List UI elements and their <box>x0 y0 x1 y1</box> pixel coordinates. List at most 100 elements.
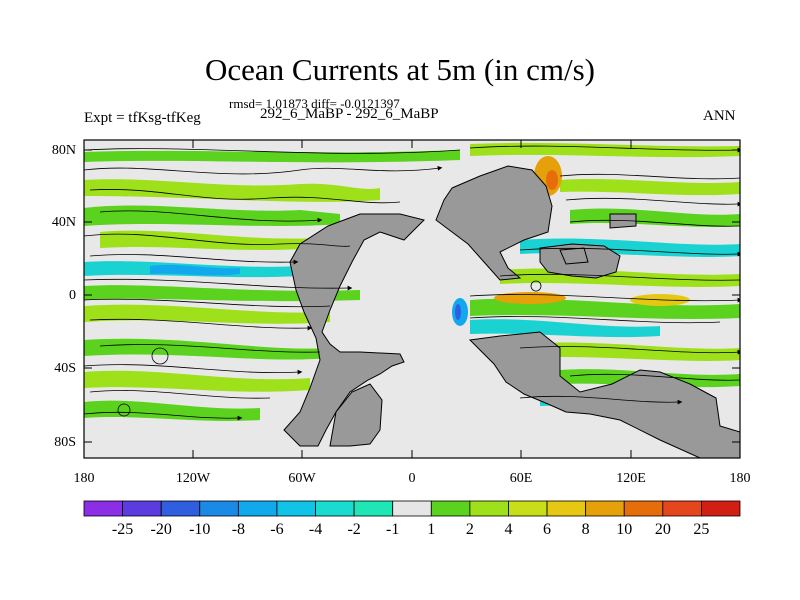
colorbar-label-2: -10 <box>189 521 210 538</box>
stream-eddy-3 <box>117 403 131 417</box>
patch-red-north <box>546 170 558 190</box>
x-tick-60e: 60E <box>510 471 533 486</box>
colorbar-label-15: 25 <box>693 521 709 538</box>
colorbar-swatch-6 <box>315 500 355 517</box>
stream-16 <box>565 197 740 207</box>
stream-17 <box>569 219 740 227</box>
colorbar-swatch-12 <box>546 500 587 517</box>
colorbar-swatch-8 <box>392 500 432 517</box>
stream-14 <box>469 145 740 153</box>
stream-5 <box>84 233 351 247</box>
y-axis-labels: 80N 40N 0 40S 80S <box>52 143 76 450</box>
colorbar-swatch-1 <box>122 500 162 517</box>
colorbar-label-14: 20 <box>655 521 671 538</box>
axis-ticks <box>83 140 741 458</box>
stream-20 <box>469 294 740 303</box>
colorbar-label-13: 10 <box>616 521 632 538</box>
band-east-5 <box>520 342 740 361</box>
band-blue-west <box>150 264 240 276</box>
colorbar-label-7: -1 <box>386 521 399 538</box>
colorbar-swatch-10 <box>469 500 509 517</box>
colorbar-label-0: -25 <box>112 521 133 538</box>
colorbar-swatch-5 <box>276 500 316 517</box>
band-east-1 <box>560 179 740 196</box>
colorbar-swatch-14 <box>623 500 664 517</box>
colorbar-swatch-16 <box>701 500 741 517</box>
y-tick-0: 0 <box>69 288 76 303</box>
colorbar-label-9: 2 <box>466 521 474 538</box>
streamlines <box>84 145 740 421</box>
x-tick-60w: 60W <box>288 471 316 486</box>
colorbar-label-5: -4 <box>309 521 322 538</box>
colorbar-label-6: -2 <box>347 521 360 538</box>
colorbar-label-11: 6 <box>543 521 551 538</box>
stream-8 <box>84 298 331 308</box>
x-tick-180e: 180 <box>730 471 751 486</box>
colorbar <box>83 500 741 517</box>
stream-3 <box>89 189 401 204</box>
y-tick-40n: 40N <box>52 215 76 230</box>
colorbar-swatch-3 <box>199 500 239 517</box>
band-north-3 <box>100 230 320 250</box>
stream-21 <box>469 316 721 324</box>
stream-6 <box>89 254 299 265</box>
colorbar-swatch-2 <box>160 500 201 517</box>
band-south-1 <box>84 338 330 360</box>
colorbar-swatch-4 <box>237 500 278 517</box>
stream-4 <box>99 210 323 223</box>
land-greenland-strip <box>609 213 637 229</box>
stream-24 <box>519 395 683 405</box>
x-tick-180w: 180 <box>74 471 95 486</box>
x-tick-120w: 120W <box>176 471 211 486</box>
patch-orange-eq <box>494 292 566 304</box>
stream-19 <box>499 273 740 281</box>
stream-12 <box>89 390 271 399</box>
band-eq-2 <box>84 304 330 324</box>
stream-2 <box>84 165 443 175</box>
stream-9 <box>89 318 313 331</box>
stream-18 <box>519 247 740 257</box>
land-masses <box>283 165 740 458</box>
stream-eddy-2 <box>530 280 542 292</box>
band-eq-1 <box>84 285 360 302</box>
comparison-label: 292_6_MaBP - 292_6_MaBP <box>260 106 439 122</box>
colorbar-swatch-11 <box>508 500 548 517</box>
stats-line: rmsd= 1.01873 diff= -0.0121397 <box>229 96 400 111</box>
stream-11 <box>84 364 303 375</box>
colorbar-label-1: -20 <box>151 521 172 538</box>
colorbar-label-10: 4 <box>504 521 512 538</box>
experiment-label: Expt = tfKsg-tfKeg <box>84 110 201 126</box>
band-north-1 <box>84 179 380 202</box>
band-east-cyan-2 <box>470 319 660 338</box>
y-tick-80s: 80S <box>54 435 76 450</box>
land-eurafrica <box>435 165 553 281</box>
x-axis-labels: 180 120W 60W 0 60E 120E 180 <box>74 471 751 486</box>
x-tick-0: 0 <box>409 471 416 486</box>
patch-dark-blue-eq <box>455 304 461 320</box>
colorbar-labels: -25 -20 -10 -8 -6 -4 -2 -1 1 2 4 6 8 10 20 25 <box>112 521 709 538</box>
colorbar-swatch-15 <box>662 500 702 517</box>
colorbar-label-4: -6 <box>270 521 283 538</box>
land-australia-antarctica <box>468 331 740 458</box>
stream-10 <box>99 344 321 353</box>
stream-1 <box>84 148 461 154</box>
colorbar-swatch-0 <box>83 500 123 517</box>
y-tick-40s: 40S <box>54 361 76 376</box>
colorbar-swatch-7 <box>353 500 394 517</box>
band-south-2 <box>84 370 310 392</box>
stream-23 <box>569 373 740 381</box>
stream-13 <box>84 411 243 421</box>
season-label: ANN <box>703 108 736 124</box>
colorbar-label-8: 1 <box>427 521 435 538</box>
stream-22 <box>519 346 740 355</box>
colorbar-swatch-13 <box>585 500 625 517</box>
land-americas <box>283 213 425 447</box>
plot-title: Ocean Currents at 5m (in cm/s) <box>205 52 595 87</box>
colorbar-swatch-9 <box>430 500 471 517</box>
stream-7 <box>84 278 353 291</box>
colorbar-label-12: 8 <box>582 521 590 538</box>
colorbar-label-3: -8 <box>232 521 245 538</box>
y-tick-80n: 80N <box>52 143 76 158</box>
land-south-america-cone <box>329 383 383 447</box>
